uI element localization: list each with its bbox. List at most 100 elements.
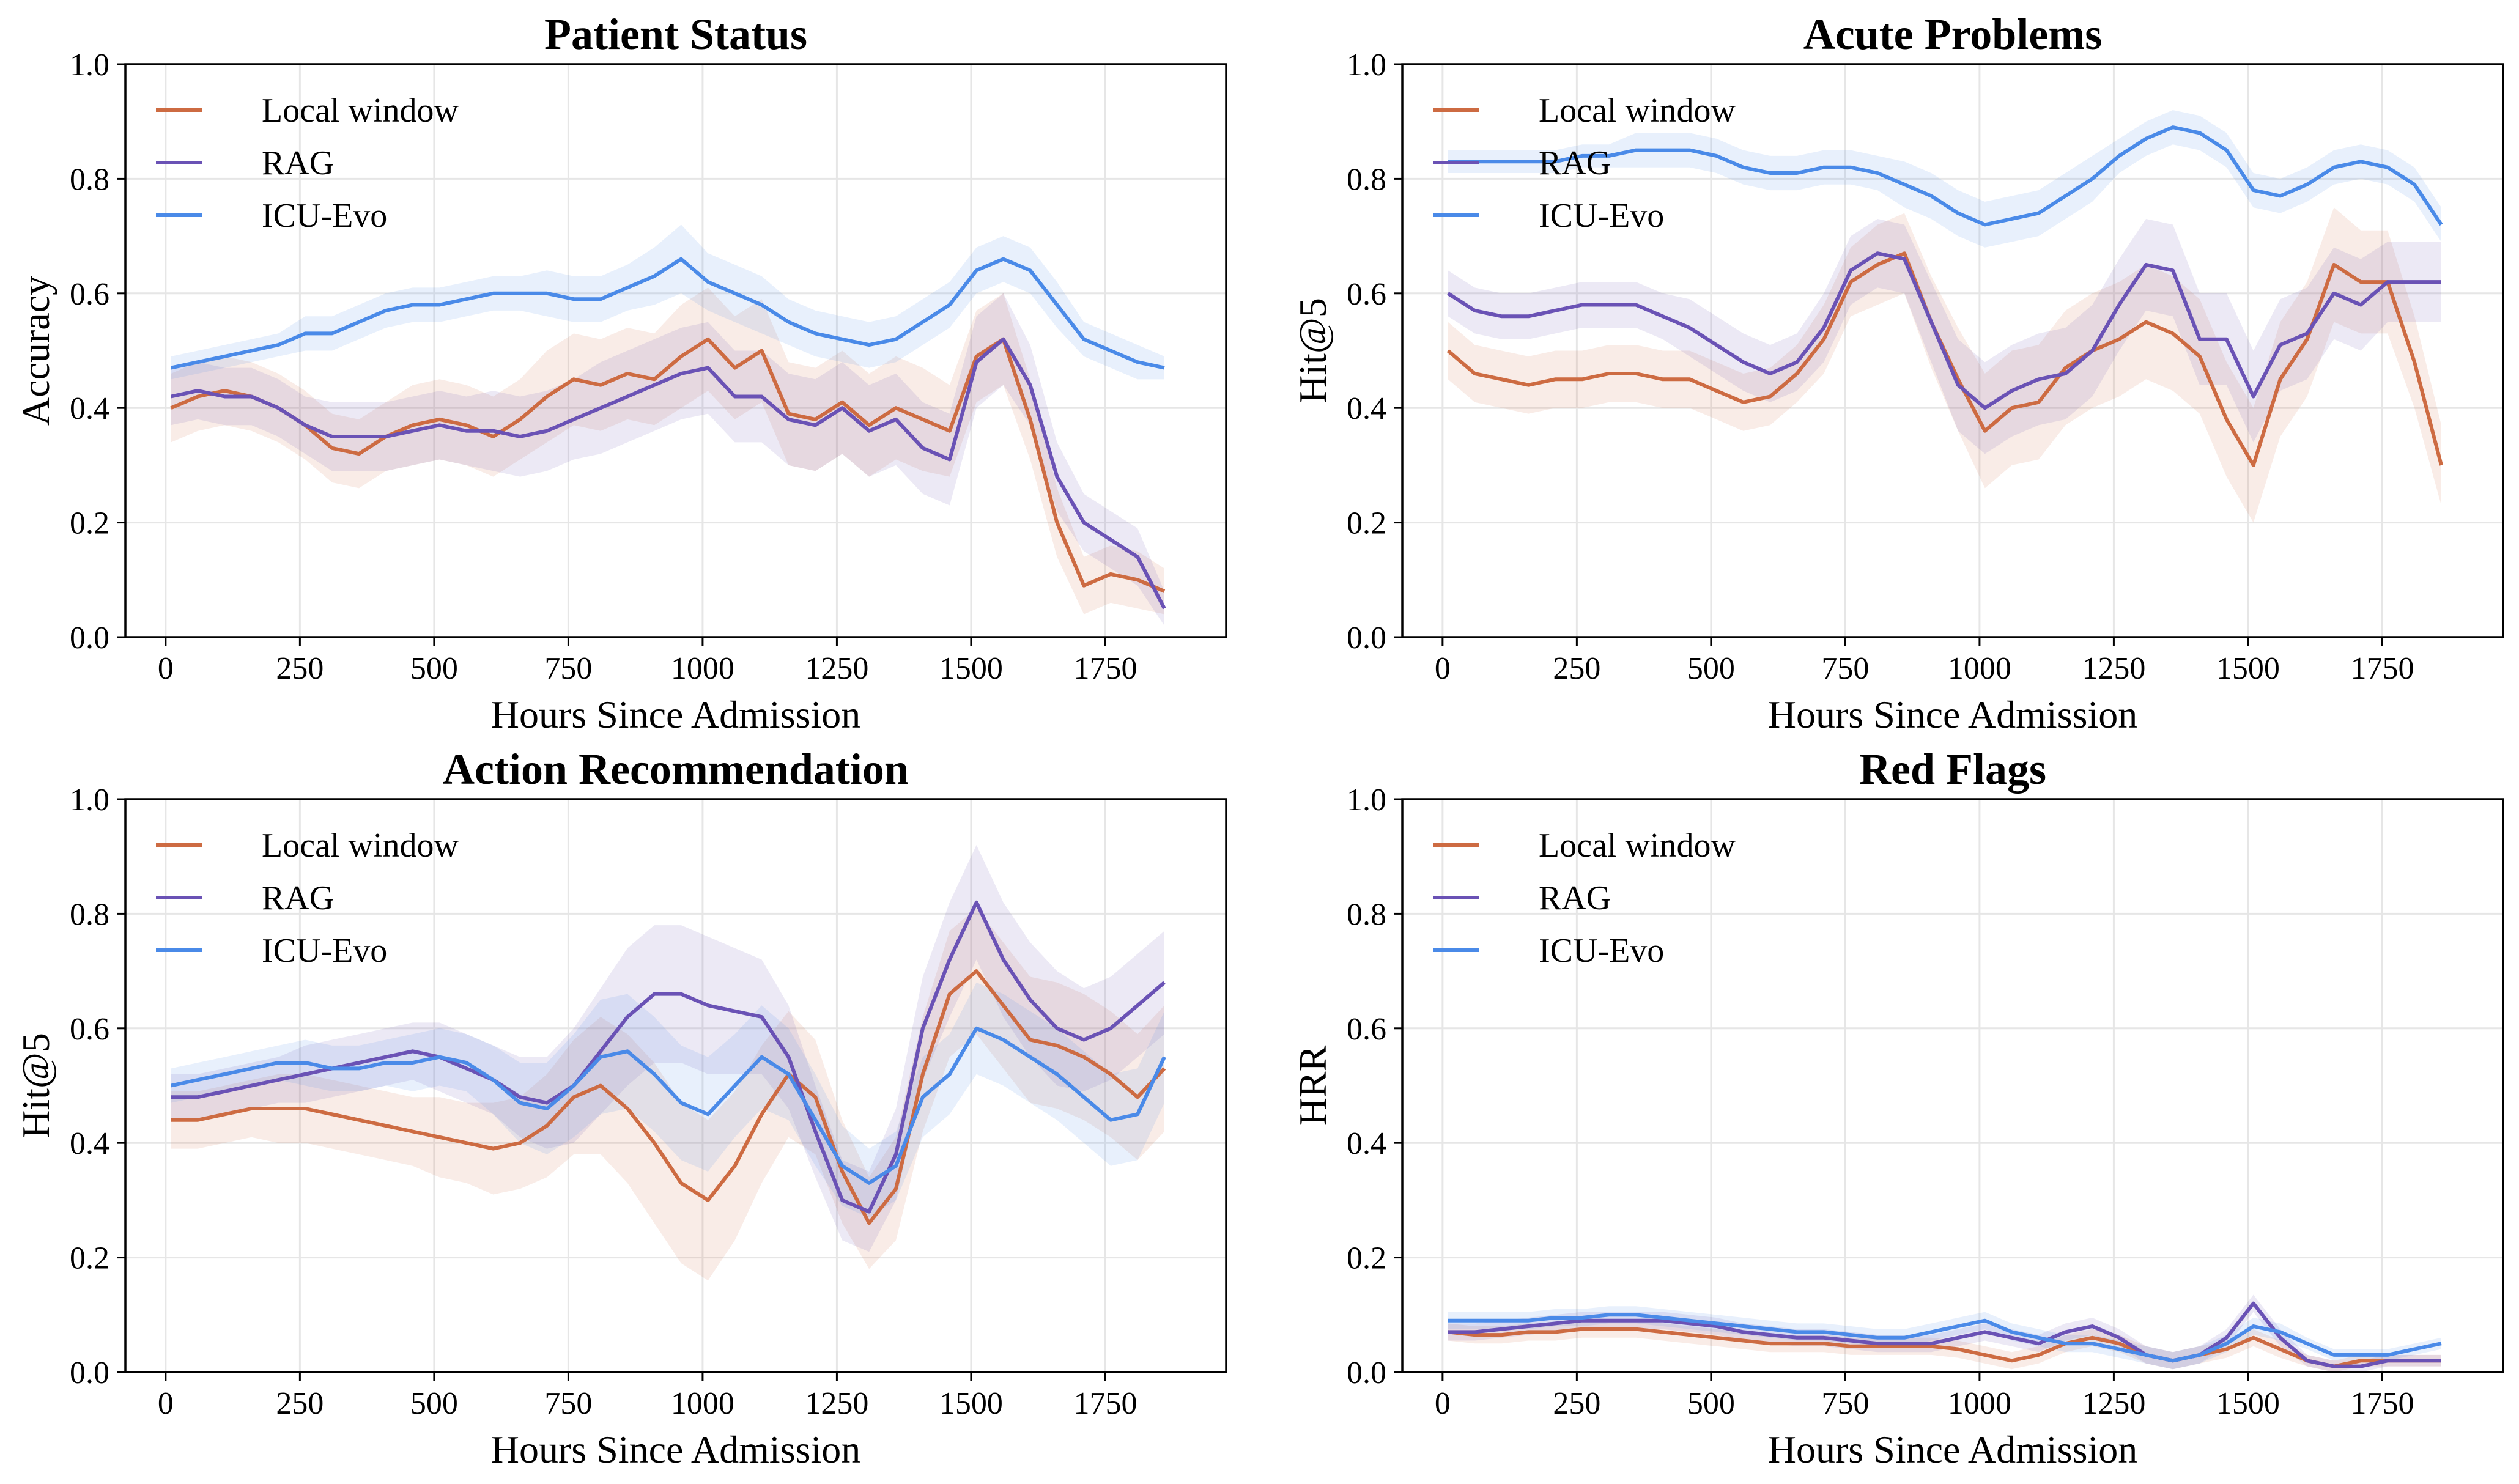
data-point: [2065, 1343, 2066, 1344]
data-point: [1796, 361, 1797, 363]
data-point: [1931, 322, 1932, 323]
x-tick-label: 1250: [2082, 1386, 2145, 1421]
data-point: [681, 259, 682, 260]
x-tick-label: 1750: [1073, 1386, 1137, 1421]
data-point: [1716, 344, 1717, 345]
x-tick-label: 500: [1687, 651, 1735, 686]
confidence-band-rag: [171, 293, 1165, 626]
data-point: [2441, 281, 2442, 282]
data-point: [2118, 1343, 2120, 1344]
x-tick-label: 750: [1821, 651, 1869, 686]
plot-area: [1448, 1294, 2442, 1372]
data-point: [439, 1057, 440, 1058]
data-point: [305, 1074, 306, 1075]
data-point: [2253, 1326, 2254, 1327]
data-point: [1716, 1337, 1717, 1338]
data-point: [1877, 253, 1878, 254]
data-point: [2172, 333, 2173, 334]
data-point: [2333, 167, 2334, 168]
data-point: [2092, 178, 2093, 179]
data-point: [788, 413, 789, 415]
legend-label: RAG: [1539, 144, 1611, 182]
y-tick-label: 0.4: [70, 1126, 109, 1161]
data-point: [2280, 196, 2281, 197]
data-point: [1137, 1113, 1138, 1115]
data-point: [2226, 339, 2227, 340]
data-point: [1110, 1028, 1111, 1029]
x-tick-label: 750: [544, 1386, 592, 1421]
confidence-band-rag: [1448, 1294, 2441, 1372]
data-point: [1958, 1326, 1959, 1327]
data-point: [412, 424, 413, 426]
data-point: [815, 333, 816, 334]
confidence-band-local-window: [171, 908, 1165, 1281]
x-tick-label: 1750: [2350, 1386, 2414, 1421]
data-point: [734, 396, 736, 397]
data-point: [1716, 1326, 1717, 1327]
data-point: [627, 287, 628, 288]
legend-label: Local window: [262, 827, 459, 865]
data-point: [654, 994, 655, 995]
data-point: [1796, 373, 1797, 374]
data-point: [546, 430, 547, 432]
data-point: [681, 994, 682, 995]
chart-panel-1: 0 250 500 750 1000 1250 1500 1750 0.0 0.2 0.4 0.6 0.…: [14, 10, 1227, 736]
data-point: [788, 419, 789, 420]
data-point: [2065, 196, 2066, 197]
data-point: [2333, 264, 2334, 265]
confidence-band-local-window: [171, 287, 1165, 615]
data-point: [1030, 419, 1031, 420]
data-point: [895, 1154, 897, 1155]
data-point: [1984, 407, 1986, 408]
data-point: [171, 367, 172, 369]
data-point: [385, 1062, 387, 1063]
data-point: [358, 436, 360, 437]
data-point: [842, 407, 843, 408]
data-point: [1689, 1323, 1690, 1324]
x-tick-label: 1750: [1073, 651, 1137, 686]
data-point: [198, 1120, 199, 1121]
y-tick-label: 0.2: [70, 506, 109, 541]
data-point: [2092, 350, 2093, 352]
data-point: [1030, 1057, 1031, 1058]
data-point: [573, 378, 574, 380]
data-point: [439, 305, 440, 306]
data-point: [2360, 281, 2361, 282]
legend: Local window RAG ICU-Evo: [156, 827, 459, 970]
data-point: [654, 276, 655, 277]
data-point: [1581, 305, 1583, 306]
data-point: [654, 1142, 655, 1143]
data-point: [2172, 1360, 2173, 1361]
data-point: [1528, 385, 1529, 386]
data-point: [1770, 373, 1771, 374]
data-point: [1635, 1320, 1637, 1321]
data-point: [868, 430, 870, 432]
data-point: [1931, 196, 1932, 197]
data-point: [627, 1016, 628, 1017]
legend-label: RAG: [262, 144, 334, 182]
data-point: [2360, 1354, 2361, 1356]
data-point: [2226, 1337, 2227, 1338]
y-tick-label: 1.0: [70, 48, 109, 83]
data-point: [1716, 390, 1717, 391]
data-point: [1110, 350, 1111, 352]
data-point: [1003, 339, 1004, 340]
data-point: [2011, 407, 2013, 408]
data-point: [2092, 1343, 2093, 1344]
data-point: [1877, 172, 1878, 174]
data-point: [1501, 1320, 1502, 1321]
data-point: [1581, 1329, 1583, 1330]
data-point: [1770, 1334, 1771, 1335]
data-point: [600, 1085, 601, 1087]
data-point: [412, 1050, 413, 1052]
data-point: [1137, 1096, 1138, 1098]
data-point: [1581, 1320, 1583, 1321]
data-point: [976, 1028, 977, 1029]
data-point: [949, 305, 950, 306]
data-point: [198, 1096, 199, 1098]
data-point: [1823, 327, 1824, 328]
data-point: [2333, 1366, 2334, 1367]
data-point: [949, 430, 950, 432]
data-point: [439, 419, 440, 420]
